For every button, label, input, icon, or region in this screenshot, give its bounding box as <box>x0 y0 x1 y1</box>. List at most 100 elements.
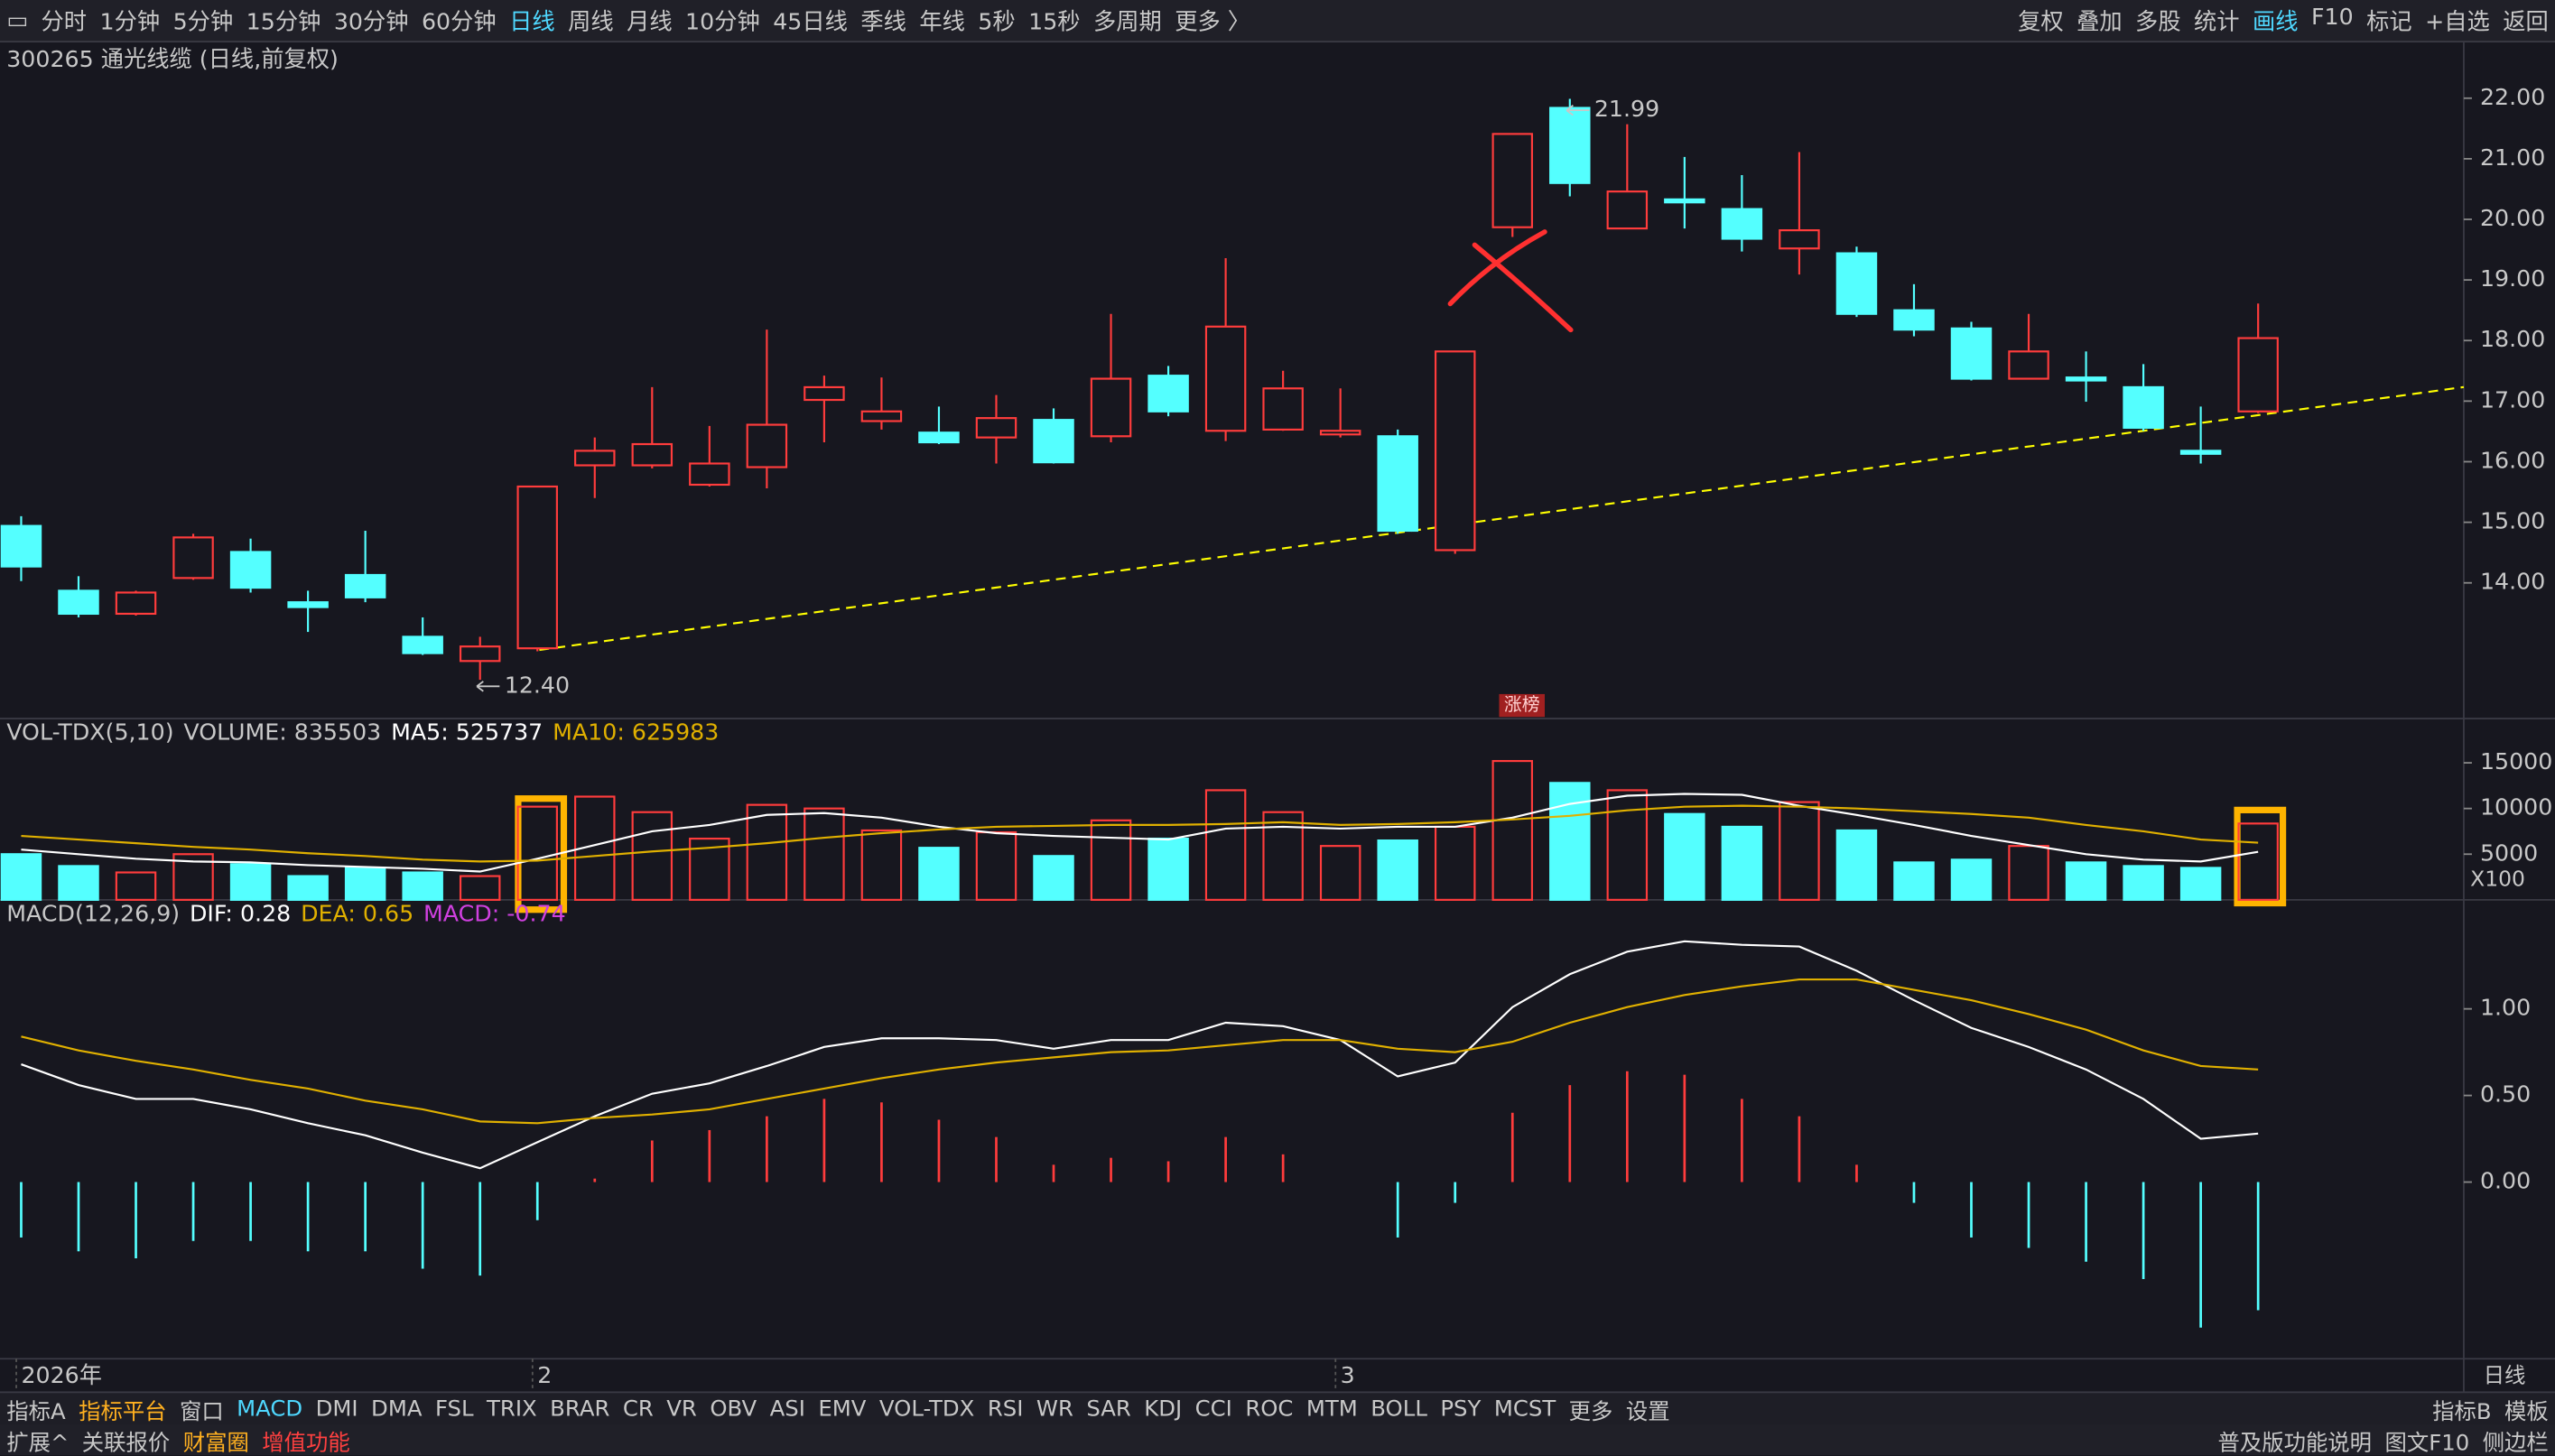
tab[interactable]: 指标A <box>6 1399 66 1426</box>
tab[interactable]: 增值功能 <box>262 1429 350 1456</box>
tab[interactable]: 画线 <box>2253 8 2299 35</box>
candle-body <box>1090 377 1132 438</box>
tab[interactable]: 关联报价 <box>81 1429 171 1456</box>
tab[interactable]: 标记 <box>2366 8 2412 35</box>
tab[interactable]: 10分钟 <box>685 8 760 35</box>
tab[interactable]: 指标平台 <box>79 1399 167 1426</box>
series-line <box>21 804 2259 863</box>
tab[interactable]: 日线 <box>509 8 555 35</box>
candle-body <box>1377 435 1418 533</box>
unit-label: X100 <box>2470 867 2525 892</box>
tab[interactable]: 图文F10 <box>2384 1429 2470 1456</box>
candle-body <box>1147 375 1189 413</box>
badge: 涨榜 <box>1504 694 1540 715</box>
tab[interactable]: BRAR <box>550 1396 610 1423</box>
tab[interactable]: TRIX <box>487 1396 537 1423</box>
tab[interactable]: 年线 <box>919 8 965 35</box>
right-group: 普及版功能说明 图文F10 侧边栏 <box>2211 1424 2555 1456</box>
candle-body <box>1606 190 1649 230</box>
tab[interactable]: 15秒 <box>1028 8 1081 35</box>
tab[interactable]: 45日线 <box>773 8 848 35</box>
tab[interactable]: VOL-TDX <box>878 1396 975 1423</box>
tab[interactable]: 15分钟 <box>246 8 321 35</box>
tab[interactable]: 季线 <box>860 8 906 35</box>
tab[interactable]: 5秒 <box>978 8 1016 35</box>
tab[interactable]: 5分钟 <box>172 8 234 35</box>
tab[interactable]: 更多 〉 <box>1175 8 1251 35</box>
candle-body <box>0 524 42 568</box>
tab[interactable]: 30分钟 <box>333 8 409 35</box>
tab[interactable]: 复权 <box>2018 8 2064 35</box>
y-tick-label: 5000 <box>2480 839 2538 866</box>
period-toolbar: ▭ 分时 1分钟 5分钟 15分钟 30分钟 60分钟 日线 周线 月线 10分钟 45日线 季线 年线 5… <box>0 0 2555 43</box>
tab[interactable]: MTM <box>1305 1396 1358 1423</box>
tab[interactable]: OBV <box>710 1396 757 1423</box>
label-arrow <box>1566 104 1590 116</box>
tab[interactable]: 侧边栏 <box>2482 1429 2549 1456</box>
tab[interactable]: ASI <box>769 1396 805 1423</box>
volume-bar <box>1319 845 1361 901</box>
volume-bar <box>1664 812 1705 901</box>
tab[interactable]: 模板 <box>2504 1399 2549 1426</box>
tab[interactable]: VR <box>666 1396 697 1423</box>
candle-body <box>631 442 674 467</box>
volume-bar <box>574 795 616 901</box>
tab[interactable]: F10 <box>2310 4 2354 31</box>
volume-bar <box>1377 839 1418 901</box>
tab[interactable]: 叠加 <box>2077 8 2123 35</box>
candle-body <box>1491 133 1534 228</box>
tab[interactable]: +自选 <box>2425 8 2490 35</box>
price-header: 300265 通光线缆 (日线,前复权) <box>6 42 339 75</box>
tab[interactable]: 统计 <box>2194 8 2240 35</box>
tab[interactable]: 普及版功能说明 <box>2217 1429 2373 1456</box>
tab[interactable]: SAR <box>1086 1396 1131 1423</box>
volume-bar <box>229 863 272 901</box>
tab[interactable]: 更多 <box>1568 1399 1613 1426</box>
tab[interactable]: CCI <box>1194 1396 1232 1423</box>
tab[interactable]: 月线 <box>627 8 673 35</box>
tab[interactable]: ROC <box>1245 1396 1294 1423</box>
menu-icon[interactable]: ▭ <box>6 7 29 34</box>
volume-bar <box>2008 845 2049 901</box>
tab[interactable]: 财富圈 <box>182 1429 249 1456</box>
tab[interactable]: 设置 <box>1625 1399 1670 1426</box>
tab[interactable]: 返回 <box>2503 8 2549 35</box>
tab[interactable]: DMI <box>315 1396 358 1423</box>
tab[interactable]: WR <box>1036 1396 1073 1423</box>
tab[interactable]: EMV <box>818 1396 867 1423</box>
tab[interactable]: 扩展^ <box>6 1429 70 1456</box>
volume-bar <box>1549 782 1591 901</box>
tab[interactable]: 窗口 <box>179 1399 224 1426</box>
x-tick-label: 2026年 <box>21 1362 102 1388</box>
candle-body <box>402 635 443 654</box>
legend-entry: DEA: 0.65 <box>301 901 414 928</box>
volume-bar <box>860 829 903 901</box>
tab[interactable]: KDJ <box>1144 1396 1183 1423</box>
candle-body <box>1664 198 1705 204</box>
tab[interactable]: 指标B <box>2432 1399 2492 1426</box>
legend-entry: MACD: -0.74 <box>423 901 566 928</box>
candle-body <box>746 423 788 468</box>
tab[interactable]: 60分钟 <box>421 8 497 35</box>
tab[interactable]: DMA <box>371 1396 423 1423</box>
volume-bar <box>2179 867 2222 901</box>
tab[interactable]: 多股 <box>2135 8 2181 35</box>
tab[interactable]: 多周期 <box>1092 8 1162 35</box>
volume-bar <box>115 871 157 901</box>
tab[interactable]: CR <box>622 1396 654 1423</box>
tab[interactable]: RSI <box>987 1396 1024 1423</box>
tab[interactable]: MCST <box>1493 1396 1556 1423</box>
tab[interactable]: 周线 <box>568 8 614 35</box>
tab[interactable]: PSY <box>1440 1396 1482 1423</box>
tab[interactable]: FSL <box>434 1396 474 1423</box>
tab[interactable]: BOLL <box>1370 1396 1427 1423</box>
volume-bar <box>1779 801 1820 901</box>
candle-body <box>1434 350 1476 552</box>
volume-bar <box>1606 789 1649 901</box>
tab[interactable]: 1分钟 <box>99 8 161 35</box>
legend-entry: DIF: 0.28 <box>189 901 292 928</box>
tab[interactable]: 分时 <box>41 8 88 35</box>
tab[interactable]: MACD <box>237 1396 303 1423</box>
legend-entry: VOLUME: 835503 <box>183 719 382 747</box>
candle-body <box>459 645 501 663</box>
